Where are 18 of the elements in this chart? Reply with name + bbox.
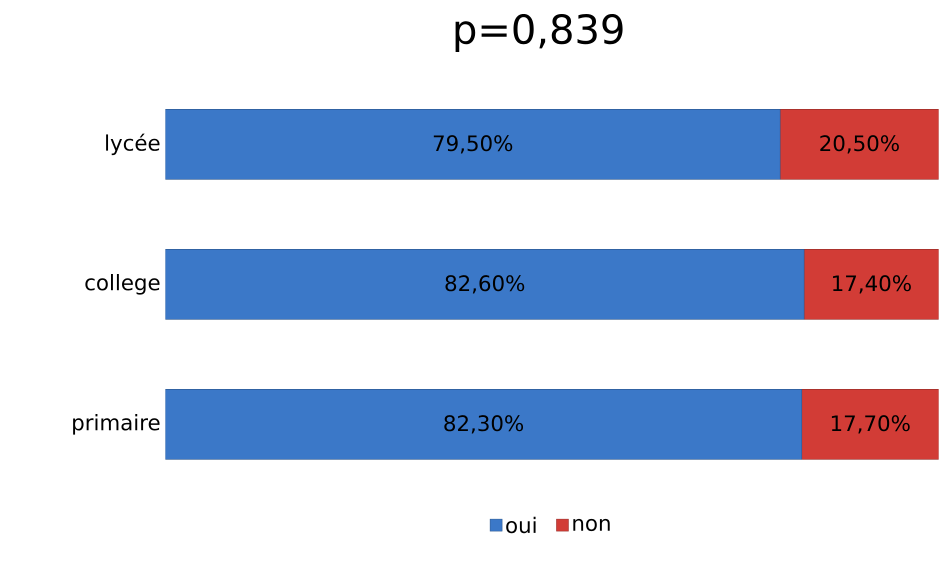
- legend-label: non: [573, 518, 610, 532]
- bar: [780, 109, 939, 180]
- data-label: 20,50%: [820, 135, 899, 154]
- data-label: 82,30%: [444, 415, 524, 434]
- data-label: 17,70%: [832, 415, 910, 434]
- bar: [802, 389, 939, 460]
- data-label: 17,40%: [833, 275, 911, 294]
- chart-title: p=0,839: [456, 14, 623, 52]
- bar: [165, 389, 802, 460]
- legend-label: oui: [506, 516, 536, 534]
- data-label: 82,60%: [445, 275, 524, 294]
- bar: [165, 109, 780, 180]
- y-tick-label: college: [85, 274, 160, 295]
- y-tick-label: lycée: [106, 134, 160, 156]
- y-tick-label: primaire: [73, 414, 160, 435]
- data-label: 79,50%: [434, 135, 512, 154]
- bar: [165, 249, 804, 320]
- bar: [804, 249, 939, 320]
